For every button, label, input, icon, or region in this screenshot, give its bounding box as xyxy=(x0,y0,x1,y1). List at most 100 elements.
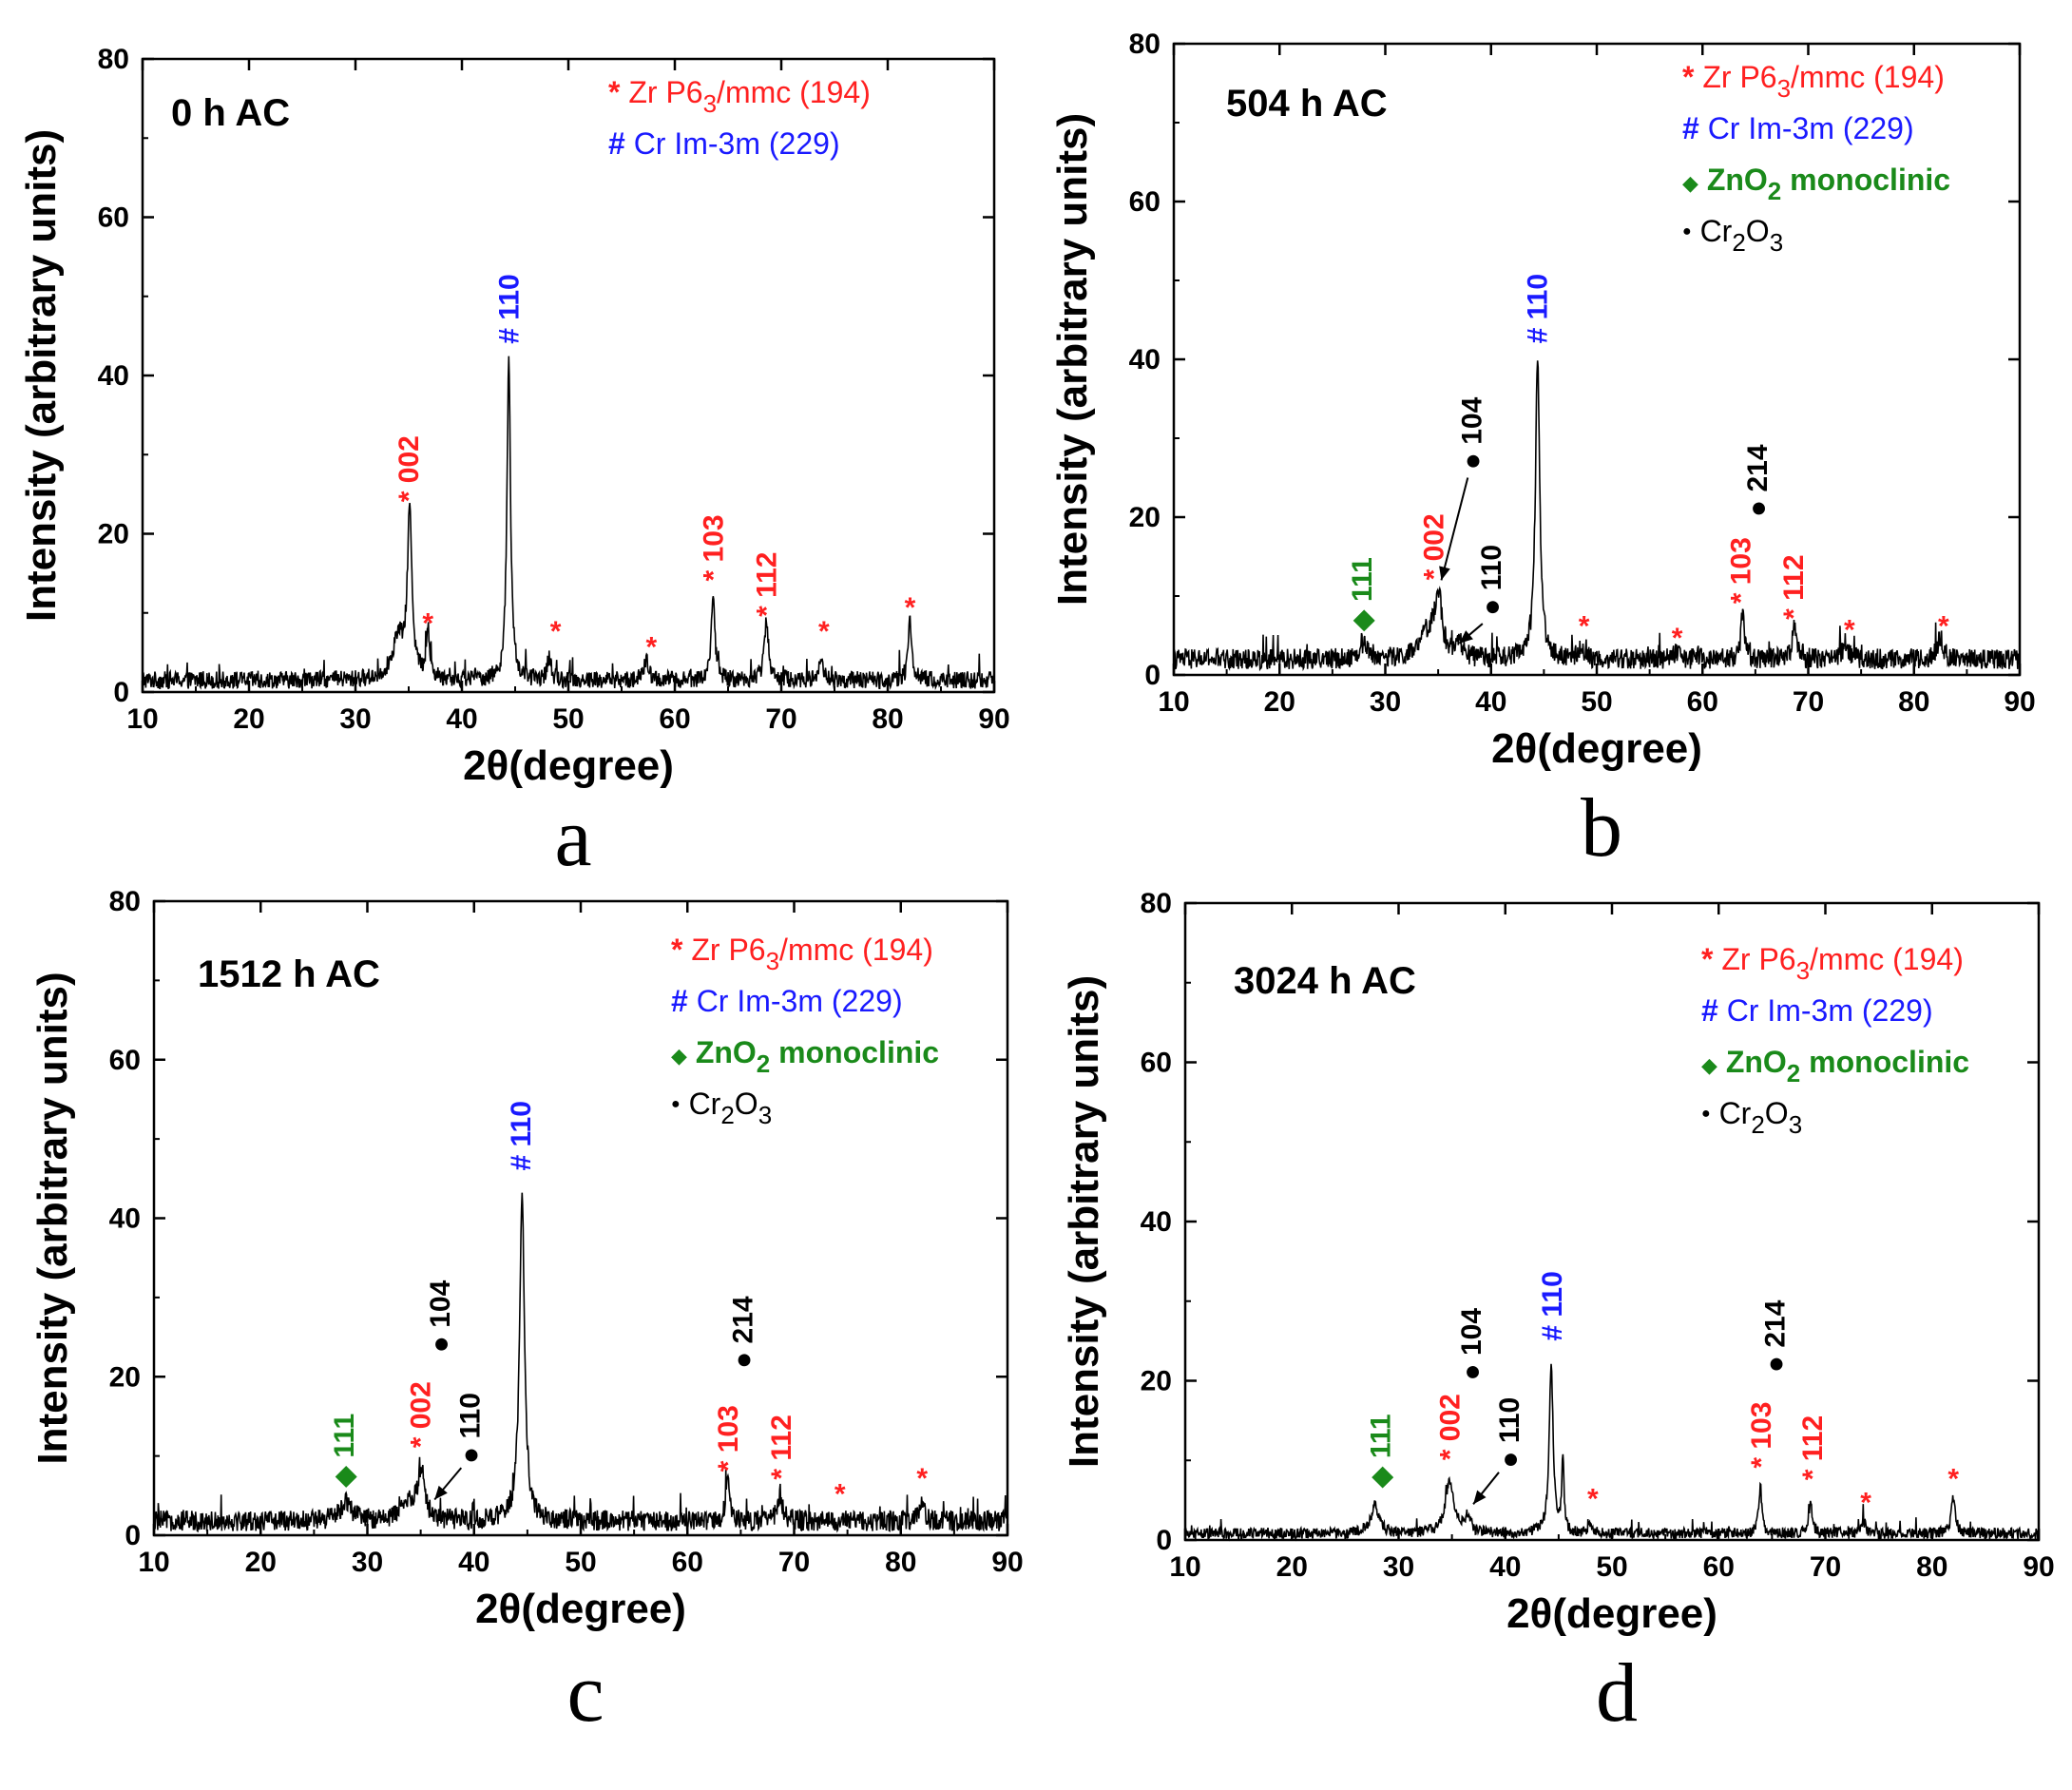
y-tick-label: 80 xyxy=(1141,888,1172,919)
peak-annotation: ◆ 111 xyxy=(1347,557,1378,631)
x-axis-title: 2θ(degree) xyxy=(1506,1590,1717,1637)
peak-annotation: * xyxy=(905,592,916,624)
peak-annotation: # 110 xyxy=(506,1101,537,1170)
plot-frame xyxy=(141,57,996,694)
y-tick-label: 40 xyxy=(98,360,129,392)
sample-label: 3024 h AC xyxy=(1234,960,1416,1002)
legend-entry: ● Cr2O3 xyxy=(1682,214,1783,257)
legend-entry: ◆ ZnO2 monoclinic xyxy=(671,1035,939,1078)
x-tick-label: 80 xyxy=(872,703,903,735)
peak-annotation: * 103 xyxy=(1746,1402,1777,1469)
x-tick-label: 30 xyxy=(1370,686,1401,718)
x-tick-label: 70 xyxy=(765,703,796,735)
peak-annotation: ● 110 xyxy=(1476,545,1507,616)
legend-entry: * Zr P63/mmc (194) xyxy=(1701,942,1964,985)
y-tick-label: 20 xyxy=(1129,502,1161,533)
peak-annotation: ● 110 xyxy=(454,1393,486,1464)
x-tick-label: 30 xyxy=(1383,1551,1414,1583)
x-tick-label: 80 xyxy=(1898,686,1929,718)
y-axis-title: Intensity (arbitrary units) xyxy=(29,972,76,1464)
y-tick-label: 80 xyxy=(109,886,141,917)
x-tick-label: 20 xyxy=(1264,686,1295,718)
x-tick-label: 30 xyxy=(339,703,371,735)
x-axis-title: 2θ(degree) xyxy=(1491,725,1702,772)
x-axis-title: 2θ(degree) xyxy=(475,1586,686,1632)
legend-entry: # Cr Im-3m (229) xyxy=(1682,111,1914,145)
peak-annotation: ● 110 xyxy=(1494,1397,1525,1469)
legend-entry: # Cr Im-3m (229) xyxy=(671,984,903,1018)
legend-entry: ● Cr2O3 xyxy=(1701,1096,1802,1139)
xrd-trace-line xyxy=(142,356,995,691)
peak-annotation: * xyxy=(1579,611,1590,643)
peak-annotation: * 112 xyxy=(766,1415,797,1479)
x-tick-label: 90 xyxy=(978,703,1009,735)
peak-annotation: ● 214 xyxy=(1742,444,1774,517)
peak-annotation: * 112 xyxy=(1797,1415,1829,1480)
panel-letter: a xyxy=(554,792,591,884)
legend-entry: ● Cr2O3 xyxy=(671,1087,772,1129)
chart-panel-a: 10 20 30 40 50 60 70 80 90 0 20 40 60 80 2θ(degree) Int… xyxy=(18,44,1010,884)
x-tick-label: 50 xyxy=(1596,1551,1627,1583)
xrd-trace-line xyxy=(1184,1363,2040,1542)
legend-entry: * Zr P63/mmc (194) xyxy=(671,933,933,975)
x-tick-label: 10 xyxy=(1169,1551,1200,1583)
x-tick-label: 60 xyxy=(1687,686,1718,718)
x-tick-label: 30 xyxy=(352,1547,383,1578)
peak-annotation: * xyxy=(550,616,562,647)
peak-annotation: * 002 xyxy=(393,435,425,502)
xrd-trace-line xyxy=(153,1192,1008,1533)
x-tick-label: 50 xyxy=(565,1547,596,1578)
x-tick-label: 90 xyxy=(2004,686,2035,718)
panel-letter: b xyxy=(1581,782,1622,875)
peak-annotation: * xyxy=(1587,1484,1599,1515)
x-tick-label: 90 xyxy=(2023,1551,2054,1583)
chart-panel-c: 10 20 30 40 50 60 70 80 90 0 20 40 60 80 2θ(degree) Int… xyxy=(29,886,1024,1740)
peak-annotation: ◆ 111 xyxy=(329,1414,360,1488)
y-tick-label: 60 xyxy=(109,1045,141,1076)
peak-annotation: ● 104 xyxy=(425,1280,456,1353)
x-tick-label: 40 xyxy=(1489,1551,1521,1583)
x-tick-label: 70 xyxy=(1810,1551,1841,1583)
peak-annotation: * xyxy=(422,608,433,640)
sample-label: 504 h AC xyxy=(1226,83,1388,125)
peak-annotation: * xyxy=(1672,623,1683,654)
x-tick-label: 60 xyxy=(1703,1551,1735,1583)
peak-annotation: * 103 xyxy=(713,1405,744,1472)
x-tick-label: 60 xyxy=(672,1547,703,1578)
peak-annotation: * 112 xyxy=(751,551,782,616)
peak-annotation: * 103 xyxy=(1725,537,1756,604)
annotation-arrowhead xyxy=(1473,1490,1487,1505)
x-tick-label: 10 xyxy=(126,703,158,735)
peak-annotation: * xyxy=(646,632,658,664)
x-tick-label: 40 xyxy=(446,703,477,735)
y-tick-label: 0 xyxy=(113,677,129,708)
y-tick-label: 40 xyxy=(1141,1206,1172,1238)
y-tick-label: 60 xyxy=(1129,186,1161,218)
y-tick-label: 0 xyxy=(125,1520,141,1551)
annotation-arrow xyxy=(1440,477,1469,581)
legend-entry: # Cr Im-3m (229) xyxy=(608,126,840,161)
x-tick-label: 70 xyxy=(1793,686,1824,718)
panel-letter: c xyxy=(566,1647,604,1740)
y-tick-label: 0 xyxy=(1156,1525,1172,1556)
y-tick-label: 40 xyxy=(1129,344,1161,375)
peak-annotation: * xyxy=(916,1463,928,1494)
peak-annotation: # 110 xyxy=(1537,1271,1568,1340)
peak-annotation: ◆ 111 xyxy=(1365,1414,1396,1488)
peak-annotation: * xyxy=(835,1479,846,1511)
peak-annotation: # 110 xyxy=(1523,274,1554,343)
x-tick-label: 20 xyxy=(233,703,264,735)
xrd-trace-line xyxy=(1173,360,2021,672)
peak-annotation: ● 214 xyxy=(728,1296,759,1369)
peak-annotation: ● 104 xyxy=(1456,1308,1487,1381)
y-tick-label: 40 xyxy=(109,1203,141,1235)
x-tick-label: 50 xyxy=(1581,686,1612,718)
annotation-arrowhead xyxy=(434,1485,448,1500)
chart-panel-d: 10 20 30 40 50 60 70 80 90 0 20 40 60 80 2θ(degree) Int… xyxy=(1061,888,2055,1740)
annotation-arrowhead xyxy=(1439,566,1450,581)
annotation-arrowhead xyxy=(1459,630,1473,644)
legend-entry: * Zr P63/mmc (194) xyxy=(608,75,871,118)
y-axis-title: Intensity (arbitrary units) xyxy=(1061,975,1107,1468)
x-tick-label: 50 xyxy=(552,703,584,735)
peak-annotation: * xyxy=(1947,1464,1959,1495)
